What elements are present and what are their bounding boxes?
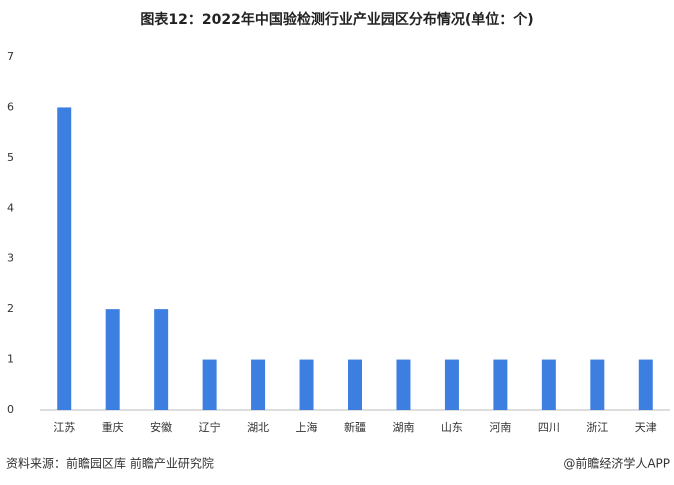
bar [396,359,411,410]
x-tick-label: 四川 [538,421,560,434]
x-tick-label: 河南 [489,421,511,434]
bar [590,359,605,410]
x-tick-label: 湖南 [392,421,414,434]
bar [57,107,72,410]
x-tick-label: 辽宁 [199,420,221,434]
x-tick-label: 山东 [441,421,463,434]
bar [154,309,169,410]
x-tick-label: 天津 [635,421,657,434]
y-tick-label: 7 [7,50,14,63]
bar [299,359,314,410]
y-tick-label: 1 [7,353,14,366]
x-tick-label: 浙江 [586,421,608,434]
x-tick-label: 重庆 [102,420,124,434]
source: 资料来源：前瞻园区库 前瞻产业研究院 [6,456,214,471]
credit: @前瞻经济学人APP [563,456,670,471]
x-tick-label: 湖北 [247,421,269,434]
bar [105,309,120,410]
bar [202,359,217,410]
y-tick-label: 0 [7,403,14,416]
x-tick-label: 上海 [296,420,318,434]
y-tick-label: 2 [7,302,14,315]
bar [493,359,508,410]
bar [348,359,362,410]
y-tick-label: 5 [7,151,14,164]
x-tick-label: 新疆 [344,420,366,434]
x-tick-label: 江苏 [53,421,75,434]
bar [638,359,653,410]
bar [541,359,556,410]
y-tick-label: 4 [7,201,14,214]
y-tick-label: 6 [7,100,14,113]
x-tick-label: 安徽 [150,420,172,434]
y-tick-label: 3 [7,252,14,265]
chart-title: 图表12：2022年中国验检测行业产业园区分布情况(单位：个) [140,11,533,28]
bar [444,359,459,410]
bar [251,359,266,410]
